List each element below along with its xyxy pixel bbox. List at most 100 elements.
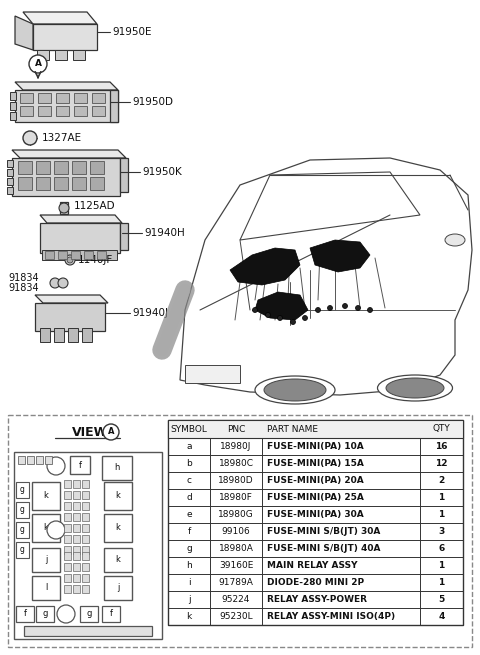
Text: g: g <box>20 525 24 534</box>
Text: 95230L: 95230L <box>219 612 253 621</box>
Bar <box>15 90 118 122</box>
Bar <box>72 177 86 190</box>
Circle shape <box>327 305 333 310</box>
Text: 2: 2 <box>438 476 444 485</box>
Text: 18980F: 18980F <box>219 493 253 502</box>
Bar <box>42 250 117 260</box>
Text: DIODE-280 MINI 2P: DIODE-280 MINI 2P <box>267 578 364 587</box>
Text: 91834: 91834 <box>8 273 38 283</box>
Bar <box>71 251 80 259</box>
Bar <box>20 93 33 103</box>
Text: 91950K: 91950K <box>142 167 182 177</box>
Bar <box>64 552 71 560</box>
Bar <box>82 546 89 554</box>
Text: 4: 4 <box>438 612 444 621</box>
Circle shape <box>58 278 68 288</box>
Bar <box>82 480 89 488</box>
Bar <box>16 502 29 518</box>
Text: 91834: 91834 <box>8 283 38 293</box>
Bar <box>73 491 80 499</box>
Text: c: c <box>187 476 192 485</box>
Bar <box>64 480 71 488</box>
Text: 1125AD: 1125AD <box>74 201 116 211</box>
Polygon shape <box>23 12 97 24</box>
Bar <box>82 574 89 582</box>
Bar <box>84 251 93 259</box>
Bar <box>82 513 89 521</box>
Bar <box>12 158 120 196</box>
Text: FUSE-MINI(PA) 20A: FUSE-MINI(PA) 20A <box>267 476 364 485</box>
Circle shape <box>65 255 75 265</box>
Bar <box>36 161 50 174</box>
Bar <box>32 576 60 600</box>
Bar <box>40 328 50 342</box>
Circle shape <box>67 257 73 263</box>
Bar <box>64 535 71 543</box>
Bar <box>18 177 32 190</box>
Text: 3: 3 <box>438 527 444 536</box>
Polygon shape <box>120 223 128 250</box>
Bar <box>7 187 13 194</box>
Bar <box>185 365 240 383</box>
Text: 91940H: 91940H <box>144 228 185 238</box>
Text: 1: 1 <box>438 561 444 570</box>
Bar <box>32 482 60 510</box>
Bar <box>38 106 51 116</box>
Bar <box>73 546 80 554</box>
Bar <box>45 251 54 259</box>
Ellipse shape <box>377 375 453 401</box>
Ellipse shape <box>445 234 465 246</box>
Text: 99106: 99106 <box>222 527 251 536</box>
Bar <box>7 160 13 167</box>
Bar <box>104 482 132 510</box>
Text: SYMBOL: SYMBOL <box>170 424 207 434</box>
Text: 12: 12 <box>435 459 448 468</box>
Text: MAIN RELAY ASSY: MAIN RELAY ASSY <box>267 561 358 570</box>
Text: 5: 5 <box>438 595 444 604</box>
Bar <box>7 169 13 176</box>
Bar <box>36 606 54 622</box>
Text: 18980C: 18980C <box>218 459 253 468</box>
Bar <box>82 563 89 571</box>
Bar <box>64 585 71 593</box>
Bar <box>168 420 463 438</box>
Bar <box>45 456 52 464</box>
Text: 1327AE: 1327AE <box>42 133 82 143</box>
Bar <box>82 328 92 342</box>
Bar <box>64 574 71 582</box>
Polygon shape <box>15 82 118 90</box>
Ellipse shape <box>264 379 326 401</box>
Text: 18980A: 18980A <box>218 544 253 553</box>
Text: 91950D: 91950D <box>132 97 173 107</box>
Circle shape <box>59 203 69 213</box>
Ellipse shape <box>255 376 335 404</box>
Circle shape <box>290 320 296 324</box>
Text: 18980G: 18980G <box>218 510 254 519</box>
Polygon shape <box>310 240 370 272</box>
Bar <box>73 563 80 571</box>
Text: 95224: 95224 <box>222 595 250 604</box>
Polygon shape <box>33 24 97 50</box>
Bar <box>102 456 132 480</box>
Text: 91950E: 91950E <box>112 27 152 37</box>
Bar <box>18 161 32 174</box>
Bar <box>40 223 120 253</box>
Bar <box>90 161 104 174</box>
Bar <box>64 502 71 510</box>
Bar <box>73 585 80 593</box>
Polygon shape <box>40 215 122 223</box>
Bar <box>64 491 71 499</box>
Bar <box>73 552 80 560</box>
Text: g: g <box>20 485 24 495</box>
Circle shape <box>29 55 47 73</box>
Bar <box>82 502 89 510</box>
Bar <box>82 585 89 593</box>
Polygon shape <box>120 158 128 192</box>
Bar <box>10 112 16 120</box>
Text: k: k <box>116 523 120 533</box>
Circle shape <box>47 521 65 539</box>
Circle shape <box>252 307 257 312</box>
Text: e: e <box>186 510 192 519</box>
Text: i: i <box>188 578 190 587</box>
Text: f: f <box>79 460 82 470</box>
